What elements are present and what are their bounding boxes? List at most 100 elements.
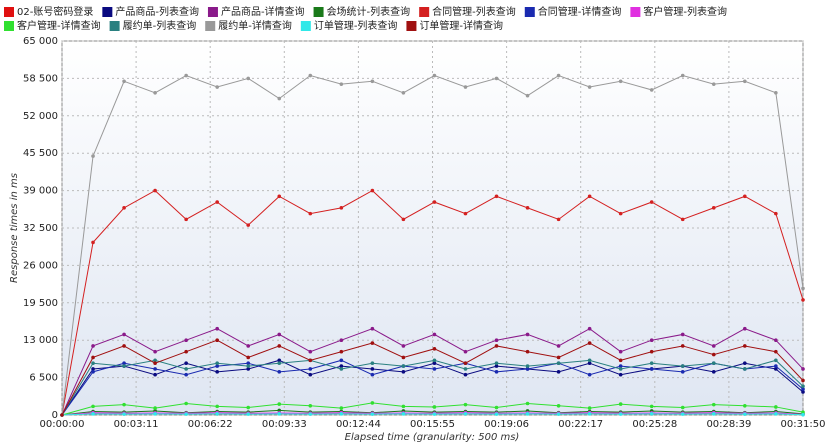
y-tick-label: 39 000 <box>23 186 58 197</box>
data-point <box>432 361 437 366</box>
data-point <box>153 188 157 193</box>
data-point <box>122 344 126 348</box>
data-point <box>774 90 778 95</box>
data-point <box>277 361 282 366</box>
legend-swatch <box>4 7 14 17</box>
data-point <box>525 367 530 371</box>
data-point <box>525 93 530 98</box>
data-point <box>801 390 805 394</box>
data-point <box>680 332 685 337</box>
data-point <box>370 412 375 416</box>
data-point <box>494 412 499 416</box>
data-point <box>680 217 685 222</box>
data-point <box>339 412 344 416</box>
x-tick-label: 00:09:33 <box>262 419 307 430</box>
data-point <box>432 73 437 78</box>
data-point <box>494 338 499 343</box>
data-point <box>774 412 778 416</box>
data-point <box>277 370 282 374</box>
data-point <box>587 326 592 331</box>
data-point <box>401 355 406 360</box>
data-point <box>463 372 468 377</box>
data-point <box>774 349 778 354</box>
data-point <box>432 405 437 409</box>
data-point <box>153 358 157 363</box>
legend-label: 履约单-列表查询 <box>123 19 197 32</box>
y-tick-label: 45 500 <box>23 148 58 159</box>
data-point <box>618 364 623 368</box>
y-tick-label: 6 500 <box>29 373 58 384</box>
x-tick-label: 00:19:06 <box>484 419 529 430</box>
data-point <box>122 412 126 416</box>
data-point <box>774 211 778 216</box>
data-point <box>587 194 592 199</box>
legend-label: 产品商品-列表查询 <box>115 5 199 18</box>
data-point <box>587 412 592 416</box>
data-point <box>711 361 716 366</box>
data-point <box>153 412 157 416</box>
data-point <box>711 206 716 210</box>
legend-swatch <box>524 7 535 17</box>
data-point <box>153 90 157 95</box>
data-point <box>153 372 157 377</box>
legend-label: 客户管理-列表查询 <box>643 5 727 18</box>
data-point <box>774 405 778 409</box>
data-point <box>649 88 654 92</box>
data-point <box>339 364 344 368</box>
legend-swatch <box>300 21 311 31</box>
data-point <box>339 358 344 363</box>
data-point <box>525 412 530 416</box>
data-point <box>743 344 747 348</box>
data-point <box>618 211 623 216</box>
data-point <box>463 349 468 354</box>
data-point <box>463 412 468 416</box>
data-point <box>122 332 126 337</box>
data-point <box>618 402 623 406</box>
data-point <box>525 349 530 354</box>
data-point <box>184 367 188 371</box>
data-point <box>246 405 251 410</box>
data-point <box>711 402 716 407</box>
data-point <box>215 404 219 409</box>
data-point <box>587 358 592 363</box>
x-tick-label: 00:25:28 <box>632 419 677 430</box>
data-point <box>801 412 805 417</box>
data-point <box>801 286 805 291</box>
data-point <box>556 403 561 408</box>
data-point <box>556 412 561 416</box>
data-point <box>432 358 437 363</box>
data-point <box>463 85 468 89</box>
legend-label: 合同管理-详情查询 <box>538 5 622 18</box>
data-point <box>556 370 561 374</box>
data-point <box>774 338 778 343</box>
data-point <box>401 217 406 222</box>
data-point <box>308 367 313 371</box>
data-point <box>649 200 654 204</box>
data-point <box>91 367 95 371</box>
data-point <box>432 200 437 204</box>
data-point <box>618 372 623 377</box>
data-point <box>743 361 747 366</box>
y-tick-label: 52 000 <box>23 111 58 122</box>
legend-label: 客户管理-详情查询 <box>17 19 101 32</box>
data-point <box>91 154 95 158</box>
data-point <box>649 412 654 416</box>
data-point <box>122 79 126 84</box>
data-point <box>184 412 188 416</box>
data-point <box>277 358 282 363</box>
data-point <box>432 332 437 337</box>
data-point <box>339 82 344 86</box>
data-point <box>401 412 406 416</box>
x-tick-label: 00:22:17 <box>558 419 603 430</box>
x-tick-label: 00:06:22 <box>188 419 233 430</box>
data-point <box>246 355 251 360</box>
y-tick-label: 32 500 <box>23 223 58 234</box>
data-point <box>370 367 375 371</box>
data-point <box>308 358 313 363</box>
data-point <box>711 352 716 357</box>
data-point <box>525 332 530 337</box>
legend-label: 会场统计-列表查询 <box>327 5 411 18</box>
data-point <box>184 349 188 354</box>
data-point <box>215 85 219 89</box>
